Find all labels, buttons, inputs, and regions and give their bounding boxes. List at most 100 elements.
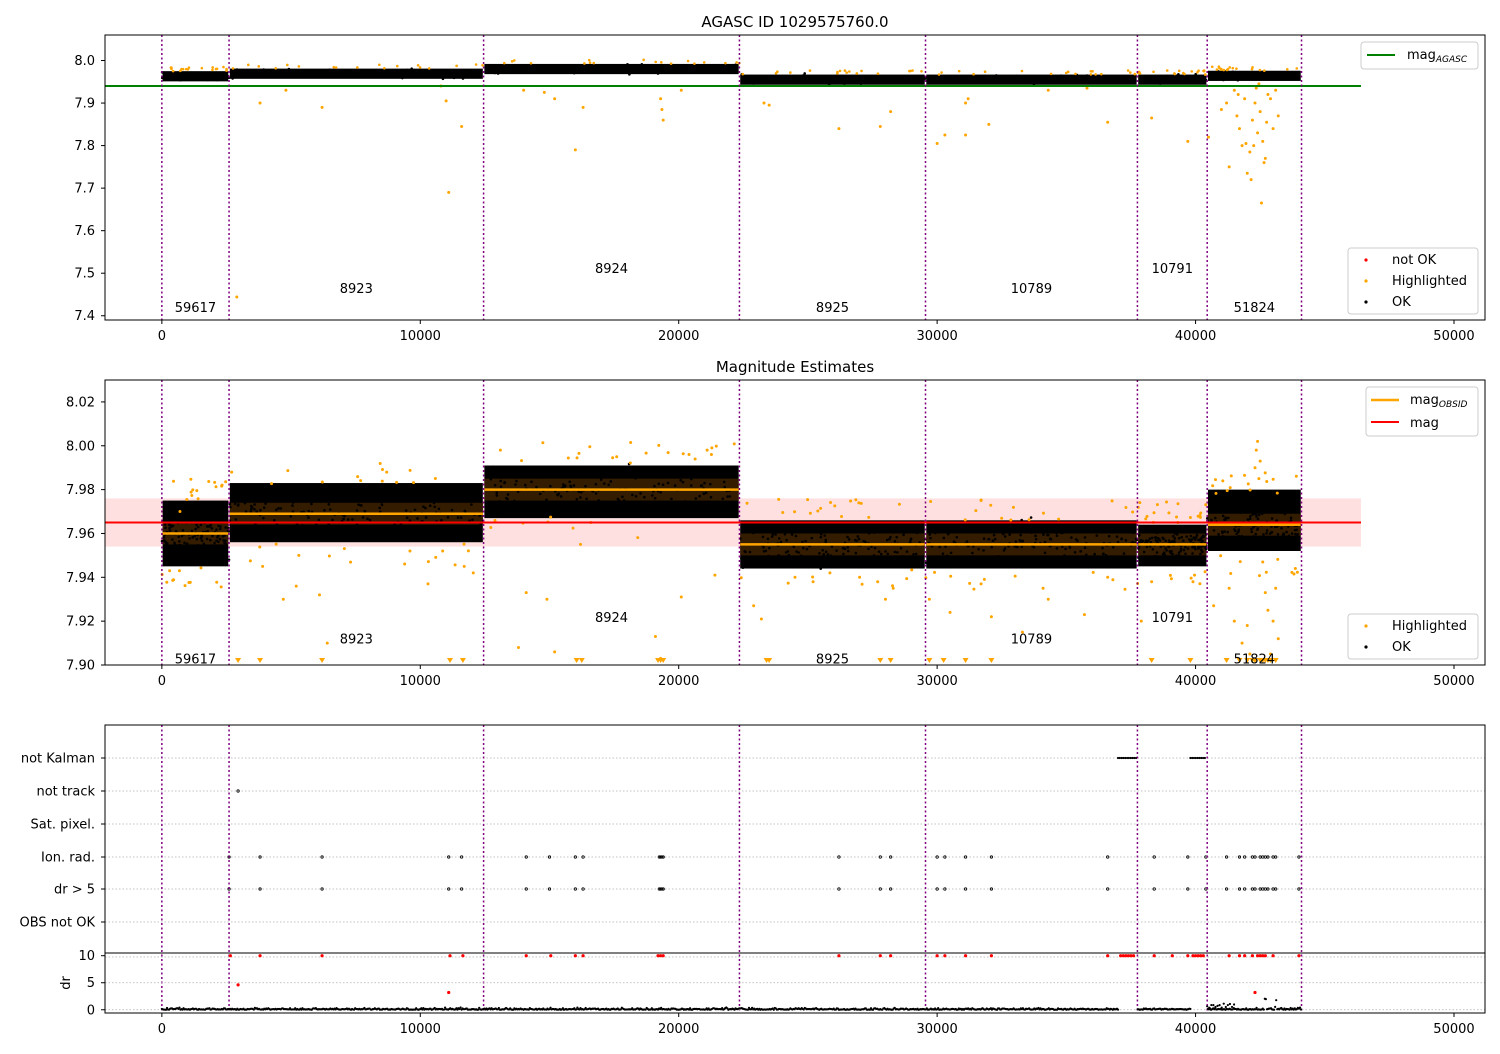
- ok-point: [621, 475, 624, 479]
- highlighted-point: [408, 549, 412, 553]
- dr-ytick-label: 0: [87, 1003, 95, 1018]
- ok-point: [1240, 537, 1244, 541]
- ok-point: [1256, 517, 1260, 521]
- ok-point: [185, 562, 189, 565]
- dr-point: [1299, 1008, 1303, 1011]
- highlighted-point: [1066, 70, 1070, 74]
- ok-point: [622, 499, 626, 502]
- obsid-label: 8924: [595, 262, 628, 277]
- highlighted-point: [849, 499, 853, 503]
- flag-point: [1106, 855, 1110, 859]
- ok-point: [879, 552, 883, 556]
- ok-point: [315, 523, 318, 527]
- ok-point: [495, 491, 499, 495]
- ok-point: [1090, 81, 1094, 85]
- ok-point: [1155, 525, 1158, 529]
- ok-point: [886, 81, 889, 85]
- highlighted-point: [395, 480, 399, 484]
- ok-point: [915, 531, 919, 535]
- ok-point: [872, 554, 876, 557]
- ok-point: [1042, 533, 1045, 536]
- ok-point: [1280, 526, 1283, 530]
- ok-point: [468, 73, 471, 77]
- highlighted-point: [793, 575, 797, 579]
- highlighted-point: [1256, 131, 1260, 135]
- ok-point: [1203, 79, 1207, 82]
- ok-point: [576, 66, 580, 70]
- ok-point: [1020, 518, 1023, 522]
- ok-point: [905, 550, 909, 553]
- ok-point: [1233, 70, 1237, 74]
- ok-point: [1223, 75, 1226, 78]
- ok-point: [591, 509, 595, 512]
- ok-point: [253, 508, 256, 511]
- highlighted-point: [732, 442, 736, 446]
- agasc-ytick-label: 7.5: [74, 267, 95, 282]
- ok-point: [163, 539, 166, 542]
- highlighted-point: [979, 499, 983, 503]
- highlighted-point: [222, 65, 225, 69]
- ok-point: [1240, 534, 1244, 538]
- highlighted-point: [1190, 70, 1194, 73]
- ok-point: [1001, 532, 1005, 536]
- ok-point: [446, 70, 450, 74]
- ok-point: [991, 539, 995, 543]
- ok-point: [877, 550, 881, 553]
- flag-point: [1152, 855, 1156, 859]
- flag-point: [889, 855, 893, 859]
- highlighted-point: [522, 88, 526, 92]
- ok-point: [1160, 559, 1164, 563]
- ok-point: [1034, 534, 1037, 538]
- ok-point: [827, 530, 830, 533]
- ok-point: [1021, 539, 1025, 543]
- highlighted-point: [1199, 511, 1203, 515]
- highlighted-point: [681, 452, 685, 456]
- highlighted-point: [964, 101, 968, 105]
- ok-point: [805, 547, 809, 551]
- flag-point: [1201, 756, 1205, 760]
- dr-red-point: [236, 983, 240, 987]
- highlighted-point: [1228, 66, 1232, 69]
- ok-point: [790, 78, 794, 82]
- highlighted-point: [1198, 582, 1202, 586]
- ok-point: [723, 485, 727, 489]
- agasc-axes: 0 10000 20000 30000 40000 500007.47.57.67.77.…: [74, 54, 1474, 344]
- highlighted-point: [657, 443, 661, 447]
- ok-point: [937, 528, 941, 531]
- highlighted-point: [1211, 484, 1215, 488]
- ok-point: [869, 560, 872, 563]
- highlighted-point: [1245, 171, 1249, 175]
- agasc-xtick-label: 10000: [400, 329, 441, 344]
- highlighted-point: [833, 504, 837, 508]
- dr-red-point: [1237, 954, 1242, 958]
- ok-point: [594, 492, 598, 495]
- ok-point: [424, 506, 427, 510]
- ok-point: [987, 537, 991, 541]
- ok-point: [217, 524, 220, 528]
- agasc-ytick-label: 7.4: [74, 309, 95, 324]
- dr-point: [1262, 1008, 1265, 1011]
- highlighted-point: [190, 494, 194, 498]
- ok-point: [375, 75, 379, 79]
- highlighted-point: [1248, 652, 1252, 656]
- highlighted-point: [207, 479, 211, 483]
- highlighted-point: [246, 63, 250, 67]
- highlighted-point: [1186, 139, 1190, 143]
- highlighted-point: [1046, 88, 1050, 92]
- estimates-ytick-label: 7.96: [66, 527, 95, 542]
- ok-point: [918, 540, 921, 544]
- highlighted-point: [286, 469, 290, 473]
- highlighted-point: [165, 580, 169, 584]
- ok-point: [1250, 75, 1254, 79]
- highlighted-point: [187, 580, 191, 584]
- ok-point: [535, 485, 538, 489]
- ok-point: [704, 67, 707, 71]
- ok-point: [1096, 79, 1100, 83]
- ok-point: [949, 551, 953, 555]
- ok-point: [199, 74, 203, 78]
- ok-point: [1297, 506, 1301, 509]
- ok-point: [1021, 77, 1024, 80]
- highlighted-point: [1248, 488, 1252, 492]
- ok-point: [532, 505, 536, 509]
- ok-point: [1212, 529, 1216, 532]
